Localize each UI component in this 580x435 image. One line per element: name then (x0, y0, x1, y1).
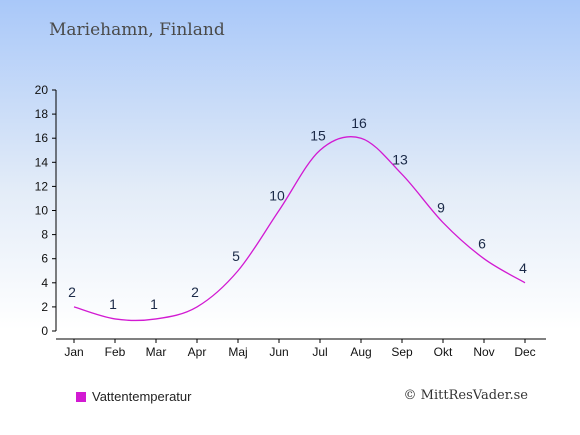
copyright-text: © MittResVader.se (403, 388, 528, 403)
x-tick-label: Dec (514, 345, 535, 359)
legend-label: Vattentemperatur (92, 389, 192, 404)
data-label: 9 (437, 200, 445, 216)
y-tick-label: 18 (35, 107, 49, 121)
data-label: 6 (478, 236, 486, 252)
data-label: 15 (310, 127, 326, 143)
y-tick-label: 12 (35, 179, 49, 193)
y-tick-label: 10 (35, 204, 49, 218)
data-label: 16 (351, 115, 367, 131)
x-tick-label: Jun (269, 345, 288, 359)
data-label: 13 (392, 151, 408, 167)
y-tick-label: 0 (41, 324, 48, 338)
y-tick-label: 2 (41, 300, 48, 314)
data-label: 2 (191, 284, 199, 300)
x-tick-label: Jan (64, 345, 83, 359)
data-label: 2 (68, 284, 76, 300)
legend-swatch (76, 391, 86, 402)
legend: Vattentemperatur (76, 389, 191, 404)
y-tick-label: 4 (41, 276, 48, 290)
x-tick-label: Sep (391, 345, 413, 359)
x-tick-label: Mar (146, 345, 167, 359)
x-tick-label: Apr (188, 345, 207, 359)
data-label: 1 (109, 296, 117, 312)
x-tick-label: Aug (350, 345, 371, 359)
data-label: 4 (519, 260, 527, 276)
y-tick-label: 20 (35, 83, 49, 97)
x-axis: Jan Feb Mar Apr Maj Jun Jul Aug Sep Okt Nov Dec (56, 338, 546, 359)
x-tick-label: Nov (473, 345, 494, 359)
page-title: Mariehamn, Finland (49, 20, 225, 40)
data-label: 5 (232, 248, 240, 264)
series-line (73, 136, 526, 322)
y-tick-label: 8 (41, 228, 48, 242)
y-tick-label: 14 (35, 155, 49, 169)
data-label: 1 (150, 296, 158, 312)
series-layer (73, 136, 526, 322)
x-tick-label: Okt (434, 345, 453, 359)
y-tick-label: 6 (41, 252, 48, 266)
y-tick-label: 16 (35, 131, 49, 145)
data-labels: 2 1 1 2 5 10 15 16 13 9 6 4 (68, 115, 527, 312)
y-axis: 0 2 4 6 8 10 12 14 16 18 20 (35, 83, 57, 338)
x-tick-label: Jul (312, 345, 327, 359)
data-label: 10 (269, 188, 285, 204)
x-tick-label: Feb (105, 345, 126, 359)
x-tick-label: Maj (228, 345, 247, 359)
